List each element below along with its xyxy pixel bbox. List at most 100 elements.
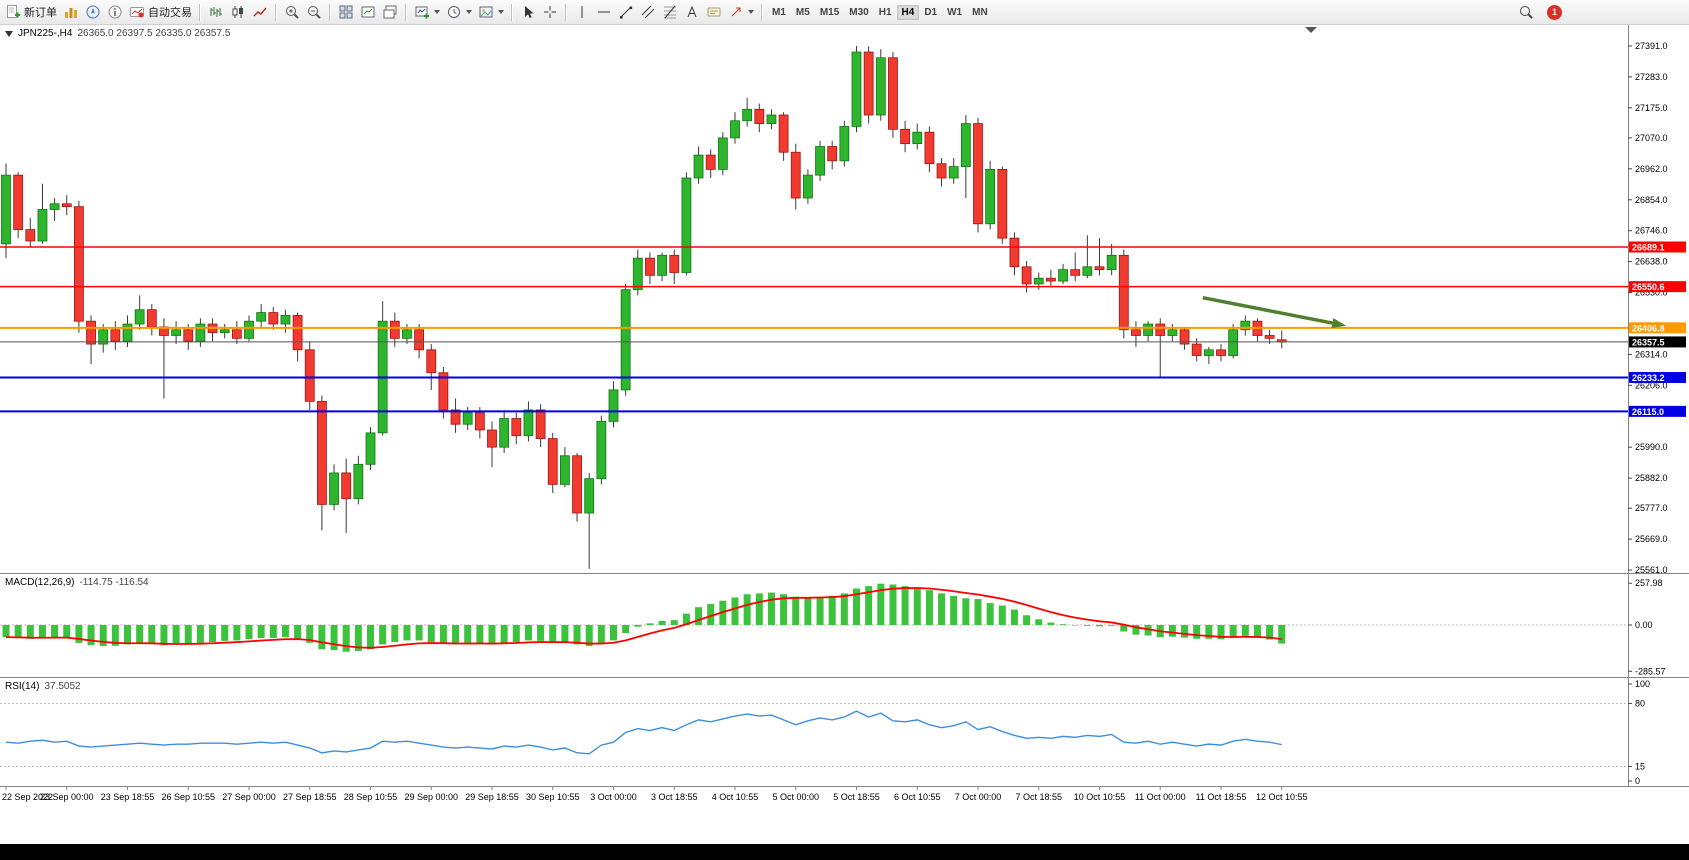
- svg-text:26406.8: 26406.8: [1632, 323, 1665, 333]
- objects-group: [571, 2, 757, 22]
- horizontal-line-button[interactable]: [593, 2, 615, 22]
- svg-text:27175.0: 27175.0: [1635, 103, 1668, 113]
- svg-text:26206.0: 26206.0: [1635, 380, 1668, 390]
- svg-text:29 Sep 00:00: 29 Sep 00:00: [404, 792, 458, 802]
- channel-icon: [640, 4, 656, 20]
- search-button[interactable]: [1515, 2, 1537, 22]
- svg-text:12 Oct 10:55: 12 Oct 10:55: [1256, 792, 1308, 802]
- templates-button[interactable]: [475, 2, 507, 22]
- candlestick-chart-button[interactable]: [227, 2, 249, 22]
- timeframe-mn-button[interactable]: MN: [972, 6, 988, 18]
- svg-text:23 Sep 18:55: 23 Sep 18:55: [101, 792, 155, 802]
- arrows-button[interactable]: [725, 2, 757, 22]
- chart-window: 27391.0 27283.0 27175.0 27070.0 26962.0 26854…: [0, 24, 1689, 844]
- auto-arrange-icon: [360, 4, 376, 20]
- charts-button[interactable]: [60, 2, 82, 22]
- dropdown-caret-icon: [466, 10, 472, 14]
- svg-text:26 Sep 10:55: 26 Sep 10:55: [161, 792, 215, 802]
- svg-text:11 Oct 00:00: 11 Oct 00:00: [1135, 792, 1186, 802]
- timeframe-m5-button[interactable]: M5: [795, 6, 810, 18]
- zoom-group: [281, 2, 325, 22]
- svg-text:7 Oct 00:00: 7 Oct 00:00: [955, 792, 1002, 802]
- timeframe-h4-button[interactable]: H4: [896, 4, 920, 20]
- periods-button[interactable]: [443, 2, 475, 22]
- vertical-line-icon: [574, 4, 590, 20]
- tile-windows-button[interactable]: [335, 2, 357, 22]
- trendline-button[interactable]: [615, 2, 637, 22]
- clock-icon: [446, 4, 462, 20]
- svg-text:27391.0: 27391.0: [1635, 41, 1668, 51]
- vertical-line-button[interactable]: [571, 2, 593, 22]
- main-toolbar: 新订单 自动交易: [0, 0, 1689, 25]
- timeframe-d1-button[interactable]: D1: [924, 6, 938, 18]
- new-chart-button[interactable]: [411, 2, 443, 22]
- text-tool-button[interactable]: [681, 2, 703, 22]
- collapse-arrow-icon[interactable]: [5, 30, 13, 37]
- text-label-button[interactable]: [703, 2, 725, 22]
- svg-text:26689.1: 26689.1: [1632, 242, 1665, 252]
- tile-windows-icon: [338, 4, 354, 20]
- autotrade-icon: [129, 4, 145, 20]
- arrow-object-icon: [728, 4, 744, 20]
- separator: [329, 3, 331, 21]
- svg-text:3 Oct 00:00: 3 Oct 00:00: [590, 792, 637, 802]
- trendline-icon: [618, 4, 634, 20]
- rsi-name-label: RSI(14): [5, 681, 40, 692]
- svg-text:80: 80: [1635, 698, 1645, 708]
- new-order-icon: [5, 4, 21, 20]
- svg-text:26962.0: 26962.0: [1635, 164, 1668, 174]
- svg-text:100: 100: [1635, 679, 1650, 689]
- svg-text:5 Oct 18:55: 5 Oct 18:55: [833, 792, 880, 802]
- svg-text:29 Sep 18:55: 29 Sep 18:55: [465, 792, 519, 802]
- new-order-label: 新订单: [24, 7, 57, 19]
- cursor-icon: [520, 4, 536, 20]
- zoom-in-button[interactable]: [281, 2, 303, 22]
- timeframe-group: M1 M5 M15 M30 H1 H4 D1 W1 MN: [767, 4, 993, 20]
- zoom-in-icon: [284, 4, 300, 20]
- new-order-button[interactable]: 新订单: [2, 2, 60, 22]
- info-icon: [107, 4, 123, 20]
- notification-badge[interactable]: 1: [1547, 4, 1562, 20]
- svg-text:22 Sep 2022: 22 Sep 2022: [2, 792, 53, 802]
- autotrade-button[interactable]: 自动交易: [126, 2, 195, 22]
- line-chart-button[interactable]: [249, 2, 271, 22]
- svg-text:4 Oct 10:55: 4 Oct 10:55: [712, 792, 759, 802]
- separator: [405, 3, 407, 21]
- svg-text:26530.0: 26530.0: [1635, 288, 1668, 298]
- info-button[interactable]: [104, 2, 126, 22]
- cascade-windows-button[interactable]: [379, 2, 401, 22]
- text-label-icon: [706, 4, 722, 20]
- chart-tools-group: [411, 2, 507, 22]
- cursor-button[interactable]: [517, 2, 539, 22]
- bottom-bar: [0, 844, 1689, 860]
- dropdown-caret-icon: [748, 10, 754, 14]
- macd-name-label: MACD(12,26,9): [5, 577, 75, 588]
- timeframe-m1-button[interactable]: M1: [772, 6, 786, 18]
- svg-text:15: 15: [1635, 761, 1645, 771]
- svg-text:-285.57: -285.57: [1635, 666, 1666, 676]
- svg-text:27070.0: 27070.0: [1635, 133, 1668, 143]
- auto-arrange-button[interactable]: [357, 2, 379, 22]
- rsi-value-label: 37.5052: [44, 681, 81, 692]
- cascade-windows-icon: [382, 4, 398, 20]
- channel-button[interactable]: [637, 2, 659, 22]
- svg-text:0: 0: [1635, 776, 1640, 786]
- bar-chart-button[interactable]: [205, 2, 227, 22]
- rsi-pane-label: RSI(14) 37.5052: [5, 681, 81, 692]
- navigator-button[interactable]: [82, 2, 104, 22]
- svg-text:7 Oct 18:55: 7 Oct 18:55: [1015, 792, 1062, 802]
- chart-canvas[interactable]: 27391.0 27283.0 27175.0 27070.0 26962.0 26854…: [0, 24, 1689, 844]
- svg-text:28 Sep 10:55: 28 Sep 10:55: [344, 792, 398, 802]
- timeframe-h1-button[interactable]: H1: [878, 6, 892, 18]
- fibonacci-button[interactable]: [659, 2, 681, 22]
- svg-text:11 Oct 18:55: 11 Oct 18:55: [1196, 792, 1247, 802]
- timeframe-m15-button[interactable]: M15: [819, 6, 840, 18]
- crosshair-button[interactable]: [539, 2, 561, 22]
- svg-text:26314.0: 26314.0: [1635, 349, 1668, 359]
- timeframe-m30-button[interactable]: M30: [849, 6, 869, 18]
- chart-header: JPN225-,H4 26365.0 26397.5 26335.0 26357…: [5, 28, 230, 39]
- timeframe-w1-button[interactable]: W1: [947, 6, 963, 18]
- zoom-out-icon: [306, 4, 322, 20]
- bar-chart-icon: [208, 4, 224, 20]
- zoom-out-button[interactable]: [303, 2, 325, 22]
